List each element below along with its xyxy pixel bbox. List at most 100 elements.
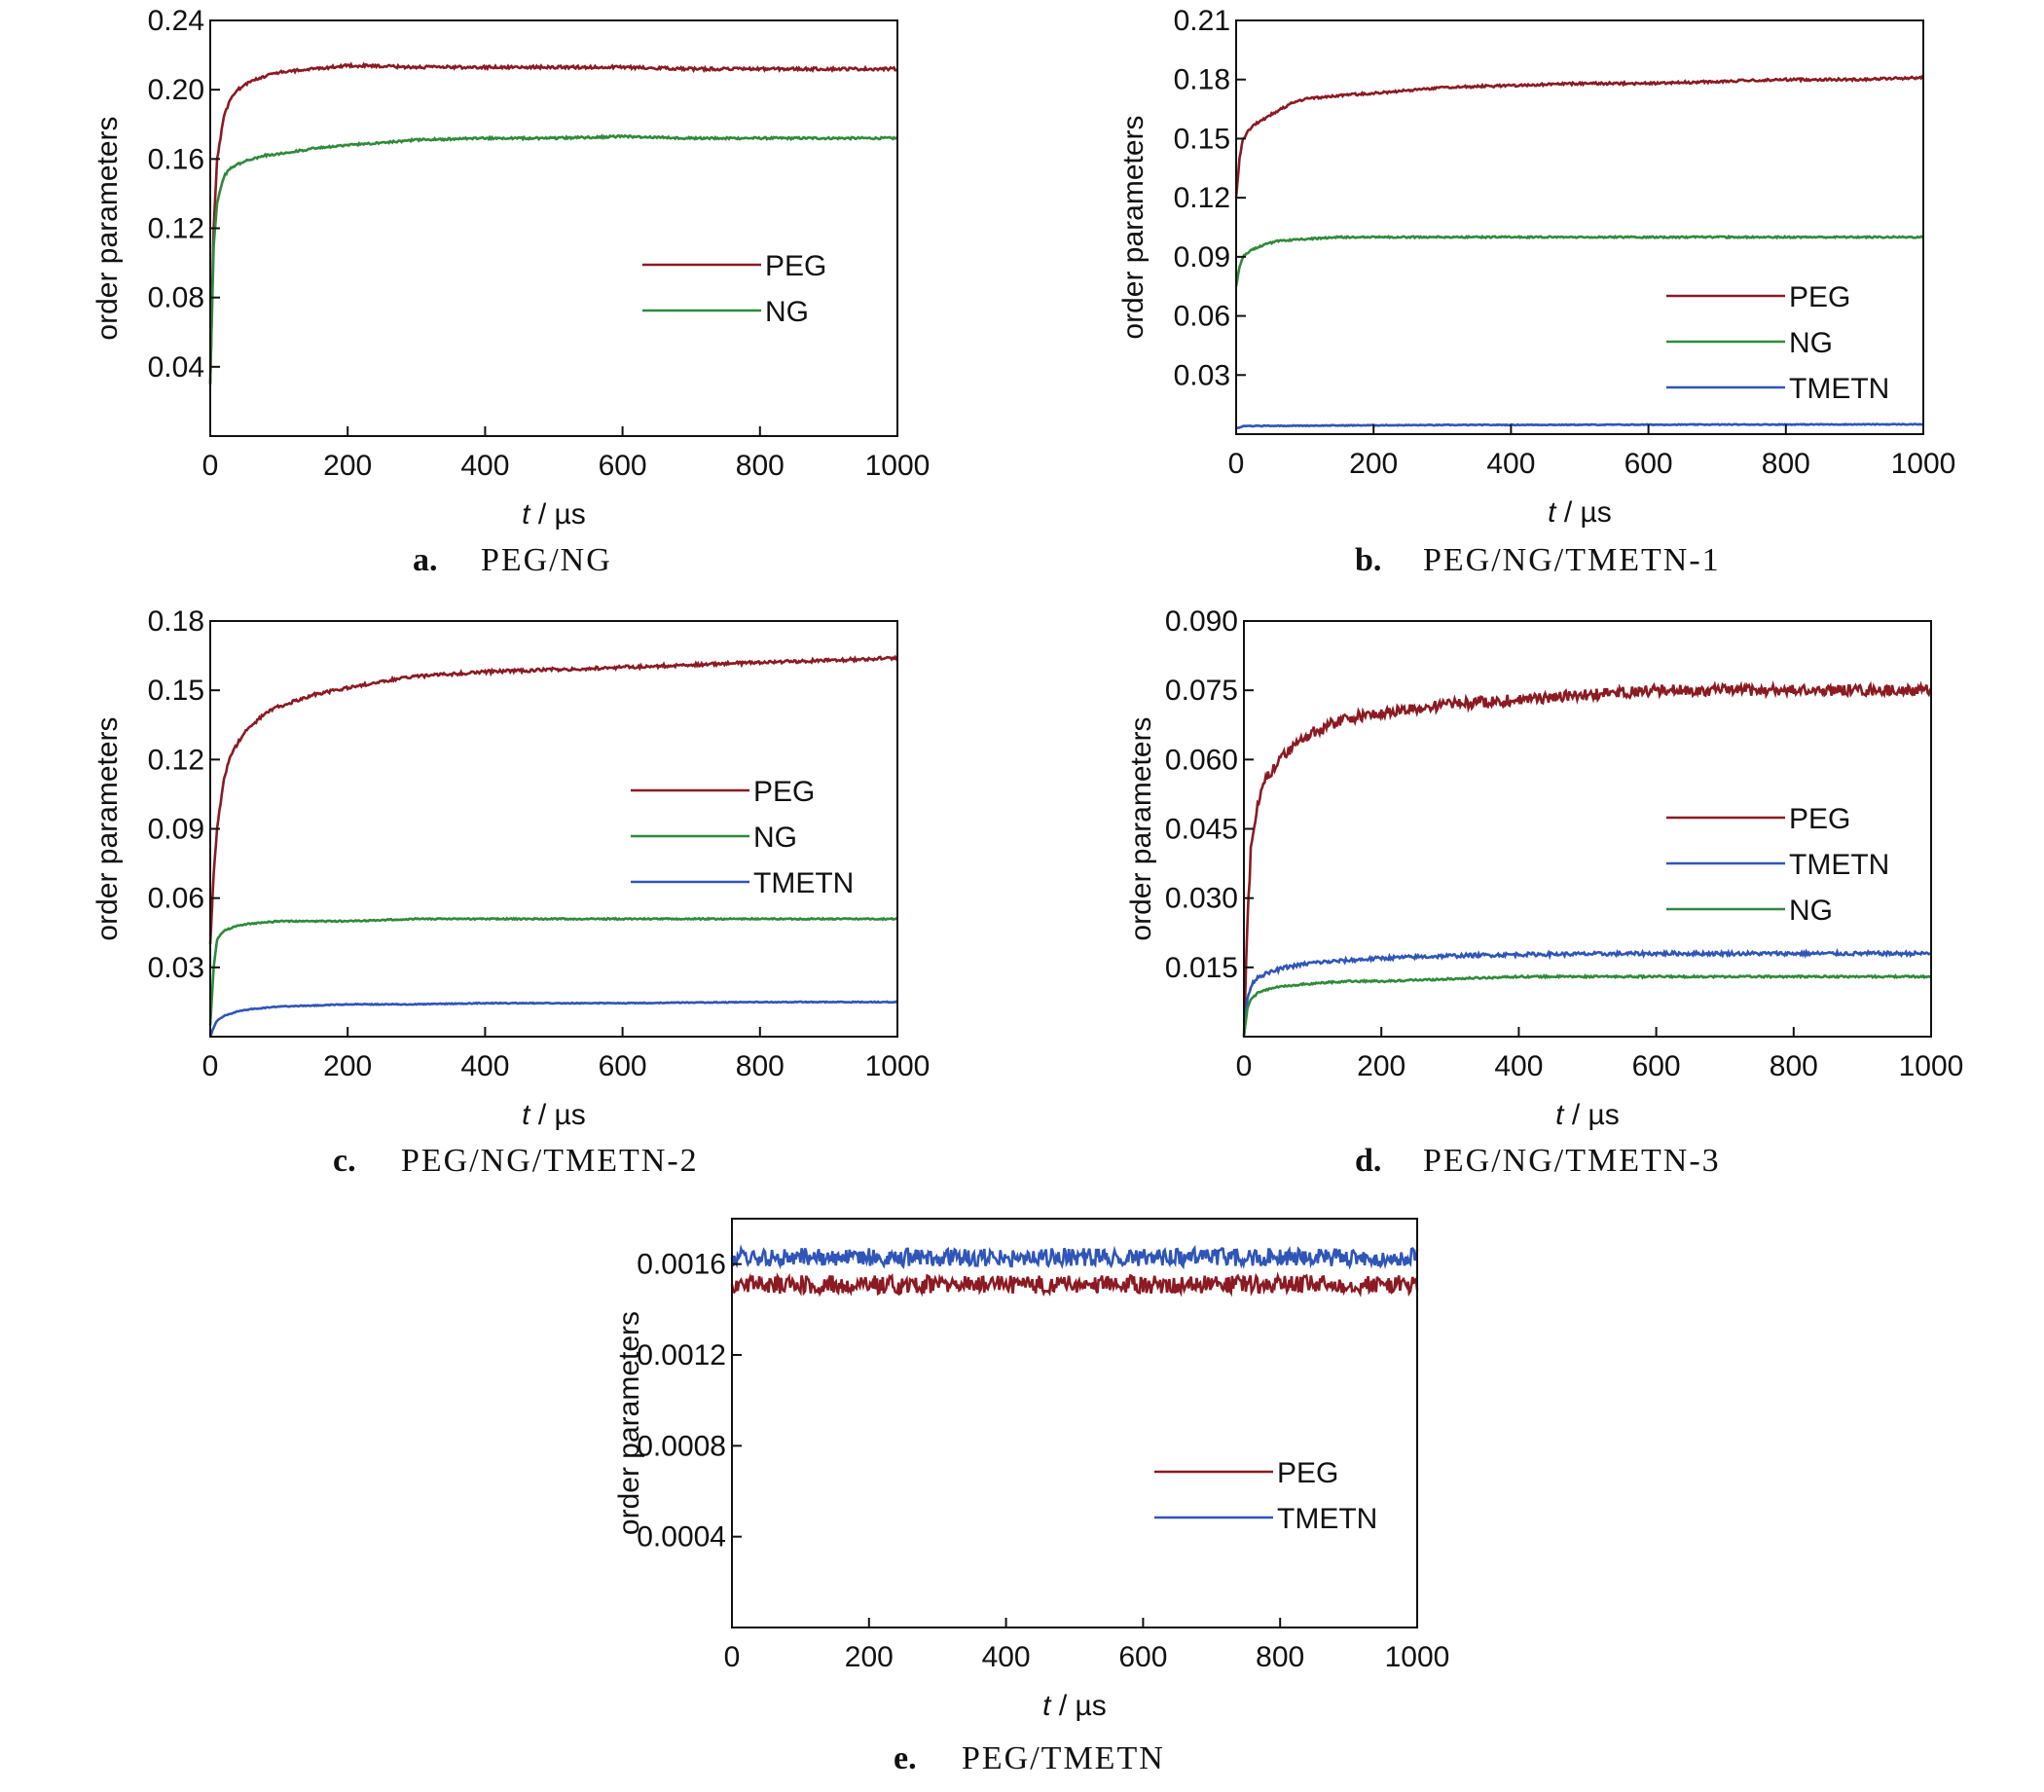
x-tick-label: 600 xyxy=(1624,448,1673,480)
legend-label-ng: NG xyxy=(753,822,797,854)
y-tick-label: 0.03 xyxy=(148,952,204,984)
y-tick-label: 0.0012 xyxy=(637,1339,726,1371)
y-axis-label: order parameters xyxy=(613,1311,645,1535)
x-tick-label: 800 xyxy=(736,450,785,482)
y-tick-label: 0.21 xyxy=(1174,5,1230,37)
legend: PEG NG TMETN xyxy=(631,776,854,899)
series-line-tmetn xyxy=(1235,422,1924,430)
legend-label-ng: NG xyxy=(765,296,809,328)
series-line-tmetn xyxy=(730,1244,1419,1270)
y-tick-label: 0.16 xyxy=(148,143,204,175)
series-line-ng xyxy=(1242,973,1932,1038)
y-tick-label: 0.15 xyxy=(1174,123,1230,155)
x-tick-label: 0 xyxy=(1228,448,1245,480)
y-tick-label: 0.030 xyxy=(1165,883,1238,915)
y-tick-label: 0.12 xyxy=(1174,182,1230,214)
x-axis-label: t / µs xyxy=(1548,496,1612,529)
series-line-ng xyxy=(1234,234,1924,287)
x-tick-label: 400 xyxy=(1494,1050,1543,1082)
panel-caption-letter: c. xyxy=(333,1143,356,1179)
y-tick-label: 0.0008 xyxy=(637,1430,726,1462)
x-axis-label: t / µs xyxy=(1042,1690,1107,1722)
x-axis-label: t / µs xyxy=(522,1099,586,1131)
legend: PEG NG TMETN xyxy=(1666,281,1889,405)
series-line-tmetn xyxy=(1242,947,1931,1038)
panel-caption-letter: b. xyxy=(1355,542,1381,578)
panel-caption-letter: d. xyxy=(1355,1143,1381,1179)
y-tick-label: 0.015 xyxy=(1165,952,1238,984)
x-axis-label: t / µs xyxy=(522,498,586,530)
x-tick-label: 1000 xyxy=(1899,1050,1964,1082)
y-tick-label: 0.0004 xyxy=(637,1521,726,1554)
y-axis-label: order parameters xyxy=(91,116,124,340)
legend-label-tmetn: TMETN xyxy=(753,867,854,899)
panel-caption-letter: a. xyxy=(413,542,438,578)
series-line-peg xyxy=(1234,74,1924,199)
panel-caption: PEG/NG/TMETN-1 xyxy=(1423,542,1721,578)
x-tick-label: 600 xyxy=(1632,1050,1681,1082)
y-tick-label: 0.090 xyxy=(1165,605,1238,638)
legend-label-peg: PEG xyxy=(1277,1457,1338,1489)
x-tick-label: 0 xyxy=(724,1641,741,1673)
legend: PEG TMETN xyxy=(1154,1457,1377,1535)
x-tick-label: 600 xyxy=(599,1050,647,1082)
legend-label-ng: NG xyxy=(1789,327,1833,359)
y-tick-label: 0.12 xyxy=(148,744,204,776)
y-tick-label: 0.09 xyxy=(1174,241,1230,274)
y-tick-label: 0.03 xyxy=(1174,359,1230,391)
x-tick-label: 1000 xyxy=(1385,1641,1450,1673)
x-tick-label: 800 xyxy=(1762,448,1810,480)
chart-panel-e: 0 200 400 600 800 1000 0.0004 0.0008 0.0012 0.001… xyxy=(613,1218,1450,1776)
panel-caption: PEG/TMETN xyxy=(962,1740,1165,1776)
legend-label-tmetn: TMETN xyxy=(1277,1503,1377,1535)
y-tick-label: 0.060 xyxy=(1165,744,1238,776)
x-tick-label: 200 xyxy=(323,450,372,482)
plot-frame xyxy=(209,19,898,437)
x-tick-label: 400 xyxy=(460,1050,509,1082)
panel-caption: PEG/NG xyxy=(481,542,612,578)
x-tick-label: 800 xyxy=(1256,1641,1304,1673)
y-axis-label: order parameters xyxy=(1125,716,1157,940)
y-tick-label: 0.04 xyxy=(148,351,204,384)
legend-label-tmetn: TMETN xyxy=(1789,849,1889,881)
legend-label-peg: PEG xyxy=(1789,281,1850,313)
series-line-ng xyxy=(208,916,898,1026)
chart-panel-b: 0 200 400 600 800 1000 0.03 0.06 0.09 0.12 0.15 0.1… xyxy=(1117,5,1955,578)
x-tick-label: 200 xyxy=(1357,1050,1405,1082)
y-tick-label: 0.12 xyxy=(148,213,204,245)
series-line-peg xyxy=(208,61,898,384)
x-tick-label: 200 xyxy=(323,1050,372,1082)
x-tick-label: 0 xyxy=(1236,1050,1253,1082)
y-axis-label: order parameters xyxy=(91,716,124,940)
y-tick-label: 0.18 xyxy=(148,605,204,638)
chart-panel-d: 0 200 400 600 800 1000 0.015 0.030 0.045 0.060 0.0… xyxy=(1125,605,1963,1179)
legend-label-tmetn: TMETN xyxy=(1789,373,1889,405)
y-tick-label: 0.045 xyxy=(1165,814,1238,846)
plot-frame xyxy=(731,1218,1418,1628)
panel-caption-letter: e. xyxy=(894,1740,917,1776)
panel-caption: PEG/NG/TMETN-3 xyxy=(1423,1143,1721,1179)
plot-frame xyxy=(1235,19,1924,435)
x-tick-label: 1000 xyxy=(865,450,931,482)
y-tick-label: 0.075 xyxy=(1165,675,1238,707)
legend: PEG NG xyxy=(642,250,826,328)
panel-caption: PEG/NG/TMETN-2 xyxy=(401,1143,699,1179)
x-axis-label: t / µs xyxy=(1555,1099,1620,1131)
y-tick-label: 0.15 xyxy=(148,675,204,707)
y-axis-label: order parameters xyxy=(1117,115,1150,339)
y-tick-label: 0.08 xyxy=(148,282,204,314)
series-line-peg xyxy=(730,1271,1419,1298)
x-tick-label: 0 xyxy=(202,1050,219,1082)
x-tick-label: 400 xyxy=(982,1641,1031,1673)
y-tick-label: 0.0016 xyxy=(637,1249,726,1281)
x-tick-label: 800 xyxy=(736,1050,785,1082)
y-tick-label: 0.18 xyxy=(1174,64,1230,96)
x-tick-label: 200 xyxy=(845,1641,894,1673)
chart-panel-a: 0 200 400 600 800 1000 0.04 0.08 0.12 0.16 0.20 0.2… xyxy=(91,5,930,578)
series-line-tmetn xyxy=(208,1000,898,1038)
y-tick-label: 0.24 xyxy=(148,5,204,37)
x-tick-label: 1000 xyxy=(865,1050,931,1082)
legend: PEG TMETN NG xyxy=(1666,803,1889,927)
y-tick-label: 0.06 xyxy=(1174,301,1230,333)
